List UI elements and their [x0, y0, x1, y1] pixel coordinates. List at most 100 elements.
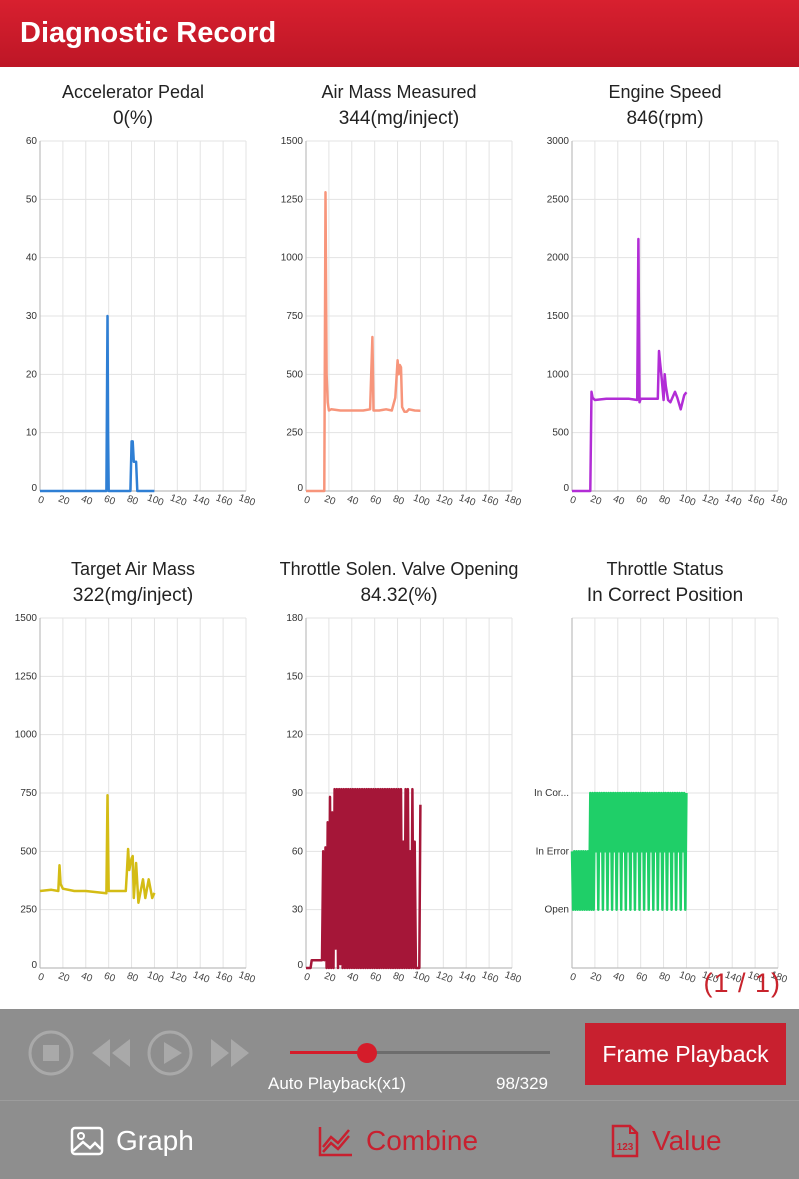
- chart-panel-accelerator-pedal[interactable]: Accelerator Pedal 0(%) 0 20 40 60 80 100 120 14…: [0, 67, 266, 538]
- y-tick-label: 30: [26, 311, 38, 322]
- x-tick-label: 120: [168, 493, 188, 509]
- y-tick-label: 20: [26, 369, 38, 380]
- y-tick-label: 2000: [547, 253, 570, 264]
- playback-slider-fill: [290, 1051, 368, 1054]
- x-tick-label: 180: [503, 493, 523, 509]
- rewind-button[interactable]: [90, 1037, 132, 1074]
- x-tick-label: 140: [191, 493, 211, 509]
- fast-forward-icon: [211, 1039, 249, 1067]
- x-tick-label: 100: [146, 493, 166, 509]
- x-tick-label: 100: [412, 970, 432, 986]
- x-tick-label: 100: [678, 970, 698, 986]
- x-tick-label: 40: [612, 971, 627, 985]
- x-tick-label: 0: [36, 495, 45, 507]
- chart-panel-target-air-mass[interactable]: Target Air Mass 322(mg/inject) 0 20 40 60 80…: [0, 544, 266, 1015]
- x-tick-label: 80: [125, 971, 140, 985]
- series-line: [306, 787, 422, 970]
- frame-playback-button[interactable]: Frame Playback: [585, 1023, 786, 1085]
- rewind-icon: [92, 1039, 130, 1067]
- x-tick-label: 140: [457, 493, 477, 509]
- playback-slider-track[interactable]: [290, 1051, 550, 1054]
- x-tick-label: 60: [634, 494, 649, 508]
- chart-svg: 0 20 40 60 80 100 120 140 160 180 0 250 500 750 1000 12…: [281, 136, 523, 509]
- x-tick-label: 120: [700, 493, 720, 509]
- y-tick-label: 1000: [547, 369, 570, 380]
- x-tick-label: 40: [346, 494, 361, 508]
- y-tick-label: In Error: [536, 846, 570, 857]
- x-tick-label: 120: [168, 970, 188, 986]
- chart-panel-throttle-status[interactable]: Throttle Status In Correct Position 0 20 4…: [532, 544, 798, 1015]
- x-tick-label: 0: [568, 495, 577, 507]
- series-line: [572, 237, 688, 493]
- x-tick-label: 0: [302, 495, 311, 507]
- y-tick-label: 0: [297, 960, 303, 971]
- chart-value: 322(mg/inject): [72, 585, 194, 606]
- y-tick-label: 120: [286, 730, 303, 741]
- y-tick-label: 10: [26, 428, 38, 439]
- stop-button[interactable]: [28, 1030, 74, 1081]
- page-indicator: (1 / 1): [703, 968, 781, 998]
- series-line: [39, 794, 156, 904]
- nav-combine-label: Combine: [366, 1125, 479, 1156]
- y-tick-label: 500: [552, 428, 569, 439]
- y-tick-label: 250: [20, 905, 37, 916]
- chart-title: Accelerator Pedal: [61, 82, 205, 102]
- x-tick-label: 140: [723, 493, 743, 509]
- x-tick-label: 160: [746, 493, 766, 509]
- y-tick-label: Open: [545, 905, 569, 916]
- y-tick-label: 60: [26, 136, 38, 147]
- chart-title: Engine Speed: [608, 82, 722, 102]
- chart-title: Throttle Status: [606, 559, 724, 579]
- nav-value-label: Value: [652, 1125, 722, 1156]
- x-tick-label: 0: [302, 972, 311, 984]
- bottom-nav: [0, 1100, 799, 1179]
- x-tick-label: 100: [412, 493, 432, 509]
- x-tick-label: 140: [191, 970, 211, 986]
- x-tick-label: 140: [457, 970, 477, 986]
- x-tick-label: 20: [323, 971, 338, 985]
- fast-forward-button[interactable]: [209, 1037, 251, 1074]
- x-tick-label: 60: [102, 494, 117, 508]
- playback-frame-counter: 98/329: [496, 1074, 548, 1093]
- value-123-icon: 123: [611, 1124, 639, 1158]
- playback-slider-thumb[interactable]: [357, 1043, 378, 1063]
- x-tick-label: 180: [237, 970, 257, 986]
- chart-value: 846(rpm): [626, 108, 704, 129]
- nav-combine[interactable]: Combine: [318, 1118, 478, 1164]
- y-tick-label: 1250: [281, 194, 304, 205]
- y-tick-label: In Cor...: [534, 788, 569, 799]
- nav-graph[interactable]: Graph: [70, 1118, 194, 1164]
- x-tick-label: 80: [657, 971, 672, 985]
- app-bar: Diagnostic Record: [0, 0, 799, 67]
- y-tick-label: 90: [292, 788, 304, 799]
- combine-chart-icon: [318, 1127, 352, 1157]
- x-tick-label: 60: [634, 971, 649, 985]
- chart-panel-engine-speed[interactable]: Engine Speed 846(rpm) 0 20 40 60 80 100 120 140…: [532, 67, 798, 538]
- y-tick-label: 150: [286, 671, 303, 682]
- series-line: [306, 191, 421, 493]
- x-tick-label: 40: [80, 971, 95, 985]
- chart-panel-throttle-valve-opening[interactable]: Throttle Solen. Valve Opening 84.32(%) 0…: [266, 544, 532, 1015]
- x-tick-label: 0: [568, 972, 577, 984]
- y-tick-label: 2500: [547, 194, 570, 205]
- charts-area: Accelerator Pedal 0(%) 0 20 40 60 80 100 120 14…: [0, 67, 799, 1009]
- y-tick-label: 1250: [15, 671, 38, 682]
- x-tick-label: 20: [589, 971, 604, 985]
- series-line: [570, 791, 688, 911]
- x-tick-label: 60: [102, 971, 117, 985]
- chart-title: Target Air Mass: [70, 559, 196, 579]
- y-tick-label: 250: [286, 428, 303, 439]
- x-tick-label: 120: [434, 970, 454, 986]
- play-button[interactable]: [147, 1030, 193, 1081]
- series-line: [40, 314, 155, 493]
- svg-text:123: 123: [617, 1142, 634, 1153]
- y-tick-label: 0: [563, 483, 569, 494]
- playback-speed-label[interactable]: Auto Playback(x1): [268, 1074, 406, 1093]
- x-tick-label: 40: [346, 971, 361, 985]
- y-tick-label: 0: [297, 483, 303, 494]
- nav-value[interactable]: 123 Value: [610, 1118, 722, 1164]
- chart-panel-air-mass-measured[interactable]: Air Mass Measured 344(mg/inject) 0 20 40 60…: [266, 67, 532, 538]
- x-tick-label: 20: [323, 494, 338, 508]
